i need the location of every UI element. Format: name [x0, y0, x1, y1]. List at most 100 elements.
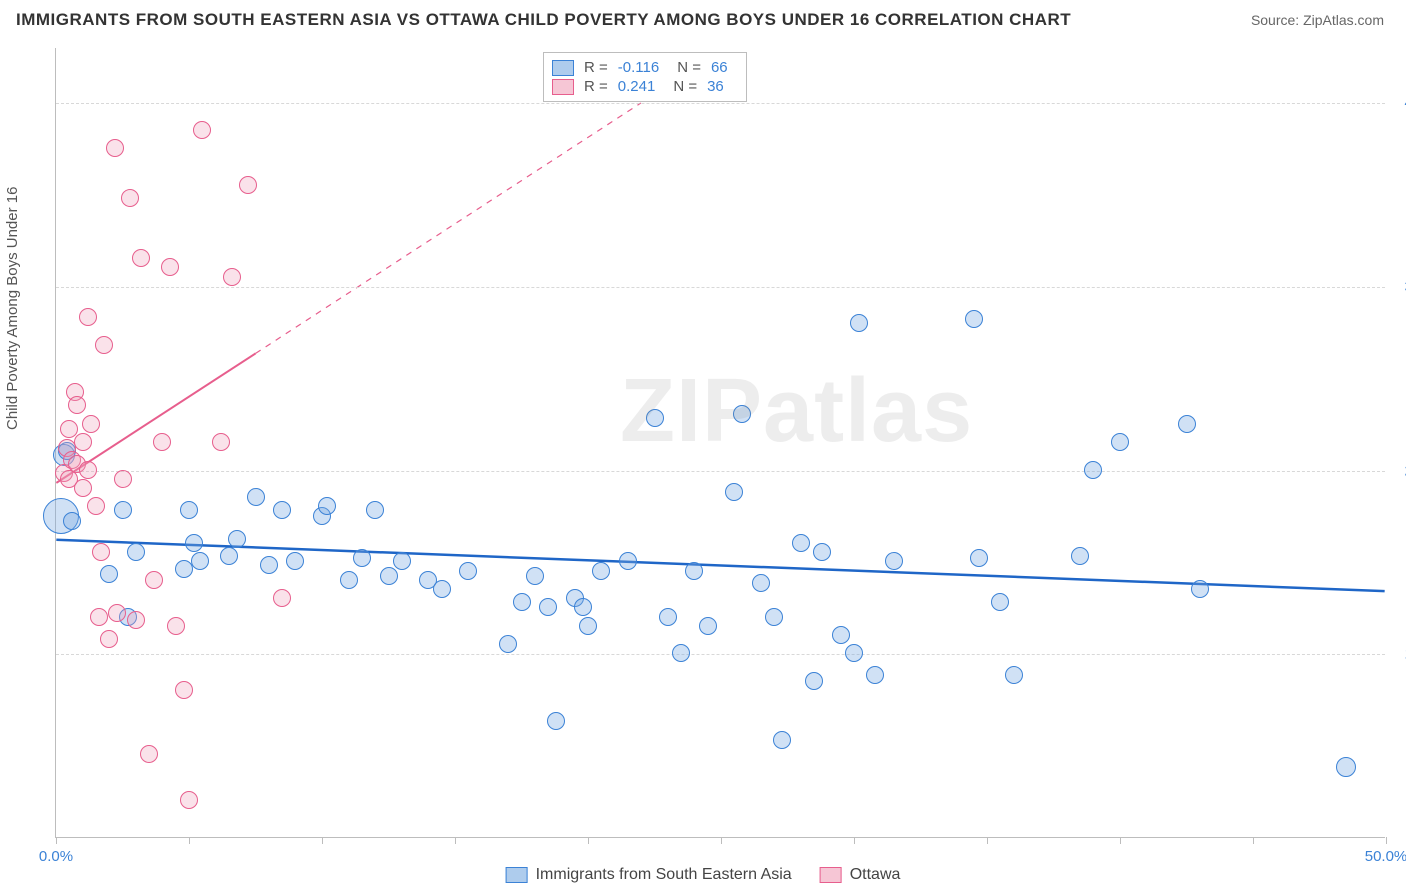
- x-tick-label: 50.0%: [1365, 848, 1406, 865]
- x-tick: [987, 837, 988, 844]
- x-tick-label: 0.0%: [39, 848, 73, 865]
- x-tick: [455, 837, 456, 844]
- data-point: [433, 580, 451, 598]
- data-point: [592, 562, 610, 580]
- data-point: [380, 567, 398, 585]
- n-value-pink: 36: [707, 78, 724, 95]
- x-tick: [1120, 837, 1121, 844]
- data-point: [513, 593, 531, 611]
- data-point: [1005, 666, 1023, 684]
- data-point: [127, 611, 145, 629]
- data-point: [286, 552, 304, 570]
- data-point: [965, 310, 983, 328]
- data-point: [247, 488, 265, 506]
- data-point: [1071, 547, 1089, 565]
- data-point: [866, 666, 884, 684]
- legend-item-blue: Immigrants from South Eastern Asia: [506, 866, 792, 884]
- data-point: [318, 497, 336, 515]
- data-point: [260, 556, 278, 574]
- swatch-pink-icon: [552, 79, 574, 95]
- data-point: [1191, 580, 1209, 598]
- data-point: [685, 562, 703, 580]
- swatch-blue-icon: [506, 867, 528, 883]
- legend-label: Ottawa: [850, 866, 901, 884]
- data-point: [74, 479, 92, 497]
- correlation-stats-legend: R = -0.116 N = 66 R = 0.241 N = 36: [543, 52, 747, 102]
- x-tick: [189, 837, 190, 844]
- data-point: [340, 571, 358, 589]
- data-point: [95, 336, 113, 354]
- r-label: R =: [584, 59, 608, 76]
- data-point: [220, 547, 238, 565]
- data-point: [87, 497, 105, 515]
- data-point: [167, 617, 185, 635]
- x-tick: [588, 837, 589, 844]
- data-point: [193, 121, 211, 139]
- data-point: [733, 405, 751, 423]
- data-point: [805, 672, 823, 690]
- data-point: [68, 396, 86, 414]
- data-point: [850, 314, 868, 332]
- x-tick: [721, 837, 722, 844]
- data-point: [991, 593, 1009, 611]
- data-point: [353, 549, 371, 567]
- data-point: [547, 712, 565, 730]
- data-point: [1336, 757, 1356, 777]
- scatter-plot-area: 10.0%20.0%30.0%40.0%0.0%50.0%: [55, 48, 1385, 838]
- x-tick: [56, 837, 57, 844]
- data-point: [765, 608, 783, 626]
- x-tick: [1253, 837, 1254, 844]
- r-label: R =: [584, 78, 608, 95]
- data-point: [845, 644, 863, 662]
- data-point: [239, 176, 257, 194]
- data-point: [175, 681, 193, 699]
- data-point: [212, 433, 230, 451]
- data-point: [273, 589, 291, 607]
- data-point: [1178, 415, 1196, 433]
- series-legend: Immigrants from South Eastern Asia Ottaw…: [506, 866, 901, 884]
- x-tick: [854, 837, 855, 844]
- data-point: [82, 415, 100, 433]
- legend-item-pink: Ottawa: [820, 866, 901, 884]
- data-point: [185, 534, 203, 552]
- data-point: [273, 501, 291, 519]
- data-point: [121, 189, 139, 207]
- x-tick: [1386, 837, 1387, 844]
- data-point: [619, 552, 637, 570]
- stats-row-pink: R = 0.241 N = 36: [552, 78, 736, 95]
- chart-title: IMMIGRANTS FROM SOUTH EASTERN ASIA VS OT…: [16, 10, 1071, 30]
- data-point: [1111, 433, 1129, 451]
- data-point: [752, 574, 770, 592]
- data-point: [90, 608, 108, 626]
- data-point: [699, 617, 717, 635]
- data-point: [92, 543, 110, 561]
- data-point: [114, 470, 132, 488]
- data-point: [672, 644, 690, 662]
- data-point: [832, 626, 850, 644]
- data-point: [145, 571, 163, 589]
- data-point: [127, 543, 145, 561]
- data-point: [106, 139, 124, 157]
- swatch-blue-icon: [552, 60, 574, 76]
- data-point: [79, 461, 97, 479]
- data-point: [100, 630, 118, 648]
- data-point: [161, 258, 179, 276]
- gridline: [56, 287, 1385, 288]
- data-point: [646, 409, 664, 427]
- data-point: [970, 549, 988, 567]
- legend-label: Immigrants from South Eastern Asia: [536, 866, 792, 884]
- y-axis-label: Child Poverty Among Boys Under 16: [4, 187, 21, 430]
- n-label: N =: [677, 59, 701, 76]
- data-point: [79, 308, 97, 326]
- data-point: [63, 512, 81, 530]
- data-point: [579, 617, 597, 635]
- data-point: [153, 433, 171, 451]
- data-point: [223, 268, 241, 286]
- data-point: [180, 791, 198, 809]
- data-point: [792, 534, 810, 552]
- data-point: [659, 608, 677, 626]
- data-point: [725, 483, 743, 501]
- data-point: [499, 635, 517, 653]
- data-point: [132, 249, 150, 267]
- data-point: [526, 567, 544, 585]
